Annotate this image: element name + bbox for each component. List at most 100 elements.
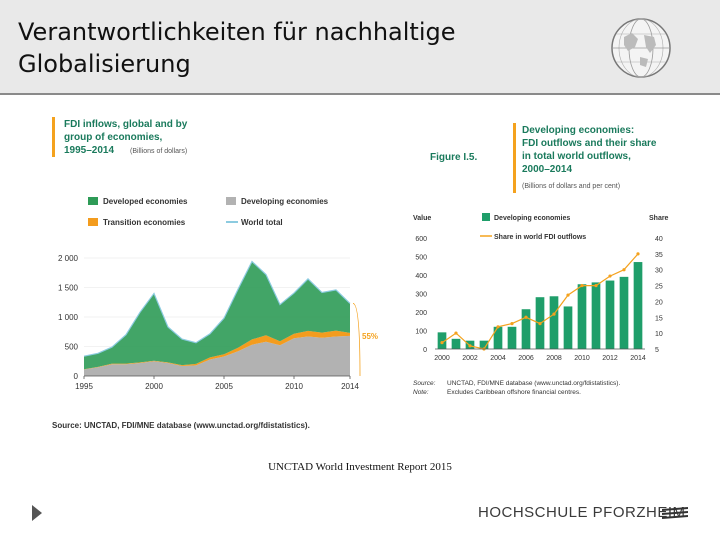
right-title-line-1: Developing economies:	[522, 125, 634, 136]
bar-developing-outflows	[451, 338, 461, 349]
share-bracket	[352, 303, 361, 377]
point-share-world-outflows	[440, 341, 444, 345]
bar-developing-outflows	[633, 262, 643, 349]
right-right-ytick-label: 5	[655, 347, 659, 354]
right-left-ytick-label: 600	[415, 236, 427, 243]
point-share-world-outflows	[496, 325, 500, 329]
legend-label-developing-bars: Developing economies	[494, 215, 570, 222]
right-axis-label: Share	[649, 215, 669, 222]
bar-developing-outflows	[493, 326, 503, 349]
legend-label-developed: Developed economies	[103, 197, 188, 206]
right-plot-area: 0 100 200 300 400 500 600 5 10 15 20 25 30 35 40 2000 20…	[415, 236, 663, 362]
area-developing-economies	[84, 335, 350, 376]
bar-developing-outflows	[507, 326, 517, 349]
right-title-line-3: in total world outflows,	[522, 151, 631, 162]
right-xtick-label: 2002	[462, 355, 478, 362]
point-share-world-outflows	[524, 315, 528, 319]
logo-mark-icon	[662, 507, 688, 519]
share-annotation: 55%	[362, 332, 378, 341]
right-right-ytick-label: 15	[655, 315, 663, 322]
left-plot-area: 0 500 1 000 1 500 2 000 1995 2000 2005 2010 2014 5…	[58, 254, 378, 391]
left-xtick-label: 2010	[285, 382, 303, 391]
university-logo: HOCHSCHULE PFORZHEIM	[478, 504, 698, 524]
right-xtick-label: 2000	[434, 355, 450, 362]
point-share-world-outflows	[552, 312, 556, 316]
right-source-line-2: Excludes Caribbean offshore financial ce…	[447, 389, 581, 396]
right-left-ytick-label: 0	[423, 347, 427, 354]
left-ytick-label: 2 000	[58, 254, 79, 263]
left-ytick-label: 0	[74, 372, 79, 381]
right-title-line-2: FDI outflows and their share	[522, 138, 657, 149]
point-share-world-outflows	[468, 344, 472, 348]
right-right-ytick-label: 25	[655, 284, 663, 291]
bar-developing-outflows	[577, 284, 587, 349]
chart-title-line-1: FDI inflows, global and by	[64, 119, 188, 130]
left-xtick-label: 2014	[341, 382, 359, 391]
point-share-world-outflows	[566, 293, 570, 297]
left-source: Source: UNCTAD, FDI/MNE database (www.un…	[52, 421, 310, 430]
left-xtick-label: 1995	[75, 382, 93, 391]
right-xtick-label: 2004	[490, 355, 506, 362]
legend-swatch-developing	[226, 197, 236, 205]
logo-text: HOCHSCHULE PFORZHEIM	[478, 504, 686, 521]
left-xtick-label: 2005	[215, 382, 233, 391]
right-xtick-label: 2012	[602, 355, 618, 362]
point-share-world-outflows	[608, 274, 612, 278]
right-left-ytick-label: 400	[415, 273, 427, 280]
right-xtick-label: 2010	[574, 355, 590, 362]
right-source-line-1: UNCTAD, FDI/MNE database (www.unctad.org…	[447, 380, 620, 387]
left-ytick-label: 1 500	[58, 284, 79, 293]
title-accent-bar	[52, 117, 55, 157]
right-title-line-4: 2000–2014	[522, 164, 572, 175]
title-accent-bar-right	[513, 123, 516, 193]
legend-swatch-transition	[88, 218, 98, 226]
right-right-ytick-label: 30	[655, 268, 663, 275]
left-ytick-label: 500	[65, 343, 79, 352]
figure-label: Figure I.5.	[430, 152, 477, 163]
right-right-ytick-label: 20	[655, 299, 663, 306]
chart-title-line-3: 1995–2014	[64, 145, 114, 156]
legend-label-share: Share in world FDI outflows	[494, 234, 586, 241]
right-xtick-label: 2008	[546, 355, 562, 362]
line-world-total	[83, 260, 351, 357]
right-right-ytick-label: 35	[655, 252, 663, 259]
bar-developing-outflows	[591, 282, 601, 349]
right-left-ytick-label: 100	[415, 329, 427, 336]
right-left-ytick-label: 200	[415, 310, 427, 317]
point-share-world-outflows	[538, 322, 542, 326]
left-axis-label: Value	[413, 215, 431, 222]
source-label: Source:	[413, 380, 436, 387]
next-slide-arrow-icon[interactable]	[32, 505, 42, 521]
point-share-world-outflows	[622, 268, 626, 272]
point-share-world-outflows	[580, 283, 584, 288]
legend-label-transition: Transition economies	[103, 218, 186, 227]
point-share-world-outflows	[594, 283, 598, 288]
legend-swatch-developed	[88, 197, 98, 205]
right-xtick-label: 2006	[518, 355, 534, 362]
legend-label-world: World total	[241, 218, 283, 227]
area-developed-economies	[84, 261, 350, 370]
left-xtick-label: 2000	[145, 382, 163, 391]
chart-title-line-2: group of economies,	[64, 132, 163, 143]
point-share-world-outflows	[636, 252, 640, 256]
bar-developing-outflows	[563, 306, 573, 349]
legend-label-developing: Developing economies	[241, 197, 329, 206]
globe-icon	[611, 18, 671, 78]
right-left-ytick-label: 500	[415, 255, 427, 262]
slide-header: Verantwortlichkeiten für nachhaltige Glo…	[0, 0, 720, 95]
bar-developing-outflows	[521, 309, 531, 349]
right-right-ytick-label: 10	[655, 331, 663, 338]
bar-developing-outflows	[437, 332, 447, 349]
bar-developing-outflows	[549, 296, 559, 349]
area-transition-economies	[84, 330, 350, 370]
bar-developing-outflows	[479, 340, 489, 349]
bar-developing-outflows	[605, 280, 615, 349]
legend-swatch-developing-bars	[482, 213, 490, 221]
right-right-ytick-label: 40	[655, 236, 663, 243]
right-left-ytick-label: 300	[415, 292, 427, 299]
right-title-unit: (Billions of dollars and per cent)	[522, 183, 620, 190]
left-ytick-label: 1 000	[58, 313, 79, 322]
bar-developing-outflows	[619, 276, 629, 349]
left-chart: FDI inflows, global and by group of econ…	[52, 117, 378, 430]
right-xtick-label: 2014	[630, 355, 646, 362]
